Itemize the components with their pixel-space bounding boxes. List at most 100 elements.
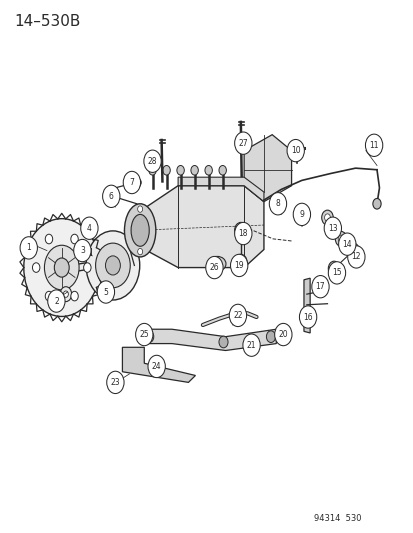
Text: 94314  530: 94314 530 — [313, 514, 361, 523]
Ellipse shape — [208, 256, 225, 271]
Text: 14: 14 — [342, 240, 351, 249]
Text: 20: 20 — [278, 330, 287, 339]
Text: 5: 5 — [103, 287, 108, 296]
Circle shape — [347, 246, 364, 268]
Circle shape — [338, 233, 355, 255]
Circle shape — [105, 256, 120, 275]
Circle shape — [242, 334, 260, 357]
Circle shape — [328, 262, 345, 284]
Circle shape — [218, 165, 226, 175]
Circle shape — [347, 243, 358, 258]
Circle shape — [337, 235, 343, 243]
Circle shape — [229, 304, 246, 327]
Text: 11: 11 — [368, 141, 378, 150]
Text: 25: 25 — [139, 330, 149, 339]
Text: 1: 1 — [26, 244, 31, 253]
Circle shape — [218, 336, 228, 348]
Circle shape — [266, 331, 275, 343]
Circle shape — [176, 165, 184, 175]
Circle shape — [81, 217, 98, 239]
Circle shape — [335, 231, 346, 246]
Circle shape — [162, 165, 170, 175]
Ellipse shape — [124, 204, 155, 257]
Text: 10: 10 — [290, 146, 300, 155]
Text: 17: 17 — [315, 282, 325, 291]
Circle shape — [123, 171, 140, 193]
Circle shape — [74, 239, 91, 262]
Text: 23: 23 — [110, 378, 120, 387]
Circle shape — [234, 254, 247, 270]
Circle shape — [234, 222, 252, 245]
Circle shape — [268, 192, 286, 215]
Circle shape — [365, 134, 382, 157]
Text: 14–530B: 14–530B — [14, 14, 80, 29]
Circle shape — [230, 254, 247, 277]
Circle shape — [321, 210, 332, 225]
Circle shape — [97, 281, 114, 303]
Circle shape — [147, 356, 165, 377]
Circle shape — [350, 247, 356, 254]
Circle shape — [274, 324, 291, 346]
Text: 28: 28 — [147, 157, 157, 166]
Circle shape — [311, 276, 328, 298]
Circle shape — [299, 306, 316, 328]
Text: 8: 8 — [275, 199, 280, 208]
Text: 27: 27 — [238, 139, 247, 148]
Circle shape — [148, 165, 156, 175]
Circle shape — [328, 261, 339, 276]
Polygon shape — [178, 177, 263, 201]
Circle shape — [135, 324, 152, 346]
Circle shape — [44, 245, 79, 290]
Circle shape — [292, 203, 310, 225]
Text: 19: 19 — [234, 261, 243, 270]
Circle shape — [204, 165, 212, 175]
Circle shape — [102, 185, 120, 207]
Circle shape — [105, 187, 117, 203]
Polygon shape — [303, 278, 309, 333]
Circle shape — [24, 219, 100, 317]
Ellipse shape — [131, 214, 149, 246]
Circle shape — [71, 234, 78, 244]
Polygon shape — [100, 282, 109, 293]
Text: 3: 3 — [80, 246, 85, 255]
Ellipse shape — [131, 177, 141, 187]
Text: 15: 15 — [331, 269, 341, 277]
Text: 24: 24 — [152, 362, 161, 371]
Circle shape — [20, 237, 37, 259]
Circle shape — [47, 290, 65, 312]
Text: 2: 2 — [54, 296, 59, 305]
Circle shape — [32, 263, 40, 272]
Circle shape — [138, 206, 142, 212]
Circle shape — [190, 165, 198, 175]
Circle shape — [145, 331, 153, 343]
Text: 12: 12 — [351, 253, 360, 261]
Circle shape — [205, 256, 223, 279]
Circle shape — [286, 140, 304, 162]
Circle shape — [54, 258, 69, 277]
Circle shape — [45, 292, 52, 301]
Text: 6: 6 — [109, 192, 114, 201]
Polygon shape — [142, 329, 275, 351]
Text: 9: 9 — [299, 210, 304, 219]
Text: 7: 7 — [129, 178, 134, 187]
Circle shape — [144, 150, 161, 172]
Circle shape — [83, 263, 91, 272]
Circle shape — [95, 243, 130, 288]
Text: 4: 4 — [87, 224, 92, 233]
Circle shape — [71, 292, 78, 301]
Circle shape — [138, 248, 142, 255]
Circle shape — [45, 234, 52, 244]
Circle shape — [323, 217, 341, 239]
Circle shape — [60, 287, 71, 302]
Text: 26: 26 — [209, 263, 219, 272]
Polygon shape — [137, 185, 263, 268]
Text: 22: 22 — [233, 311, 242, 320]
Circle shape — [107, 371, 124, 393]
Circle shape — [234, 222, 247, 238]
Circle shape — [234, 132, 252, 155]
Text: 16: 16 — [303, 312, 312, 321]
Circle shape — [63, 291, 68, 297]
Polygon shape — [122, 348, 195, 382]
Circle shape — [372, 198, 380, 209]
Circle shape — [324, 214, 330, 221]
